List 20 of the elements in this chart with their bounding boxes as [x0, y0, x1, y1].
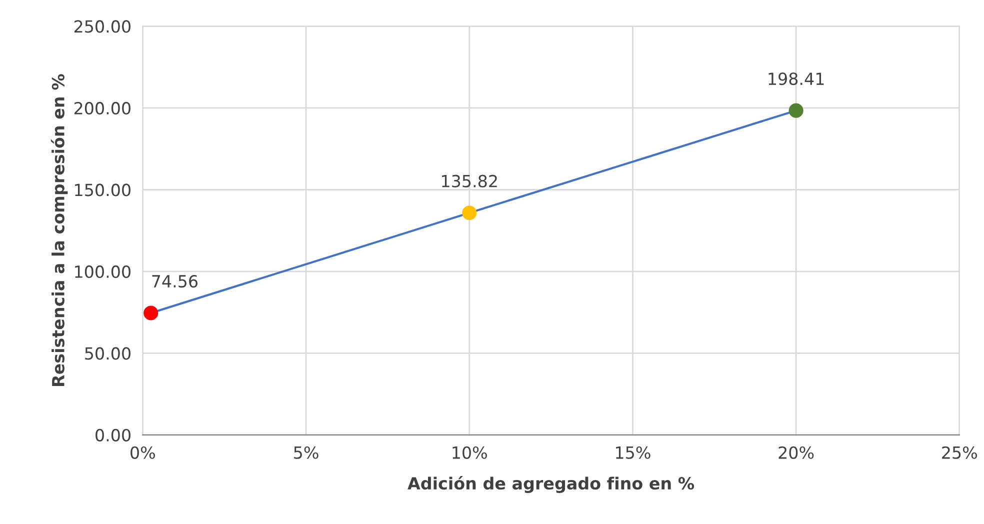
x-tick-label: 25% — [942, 446, 977, 459]
point — [788, 103, 804, 118]
y-tick-label: 0.00 — [96, 428, 130, 442]
point — [462, 206, 477, 220]
data-label: 135.82 — [442, 174, 497, 188]
x-tick-label: 5% — [294, 446, 318, 459]
point — [144, 306, 158, 320]
x-tick-label: 0% — [130, 446, 155, 459]
y-tick-label: 100.00 — [75, 265, 130, 278]
x-axis-title: Adición de agregado fino en % — [408, 476, 694, 493]
y-tick-label: 250.00 — [74, 20, 130, 33]
x-tick-label: 20% — [778, 446, 814, 459]
y-tick-label: 200.00 — [74, 102, 130, 115]
y-tick-label: 50.00 — [85, 347, 130, 360]
y-axis-title: Resistencia a la compresión en % — [50, 74, 68, 386]
y-tick-label: 150.00 — [75, 184, 130, 196]
x-tick-label: 15% — [616, 446, 650, 459]
x-tick-label: 10% — [452, 446, 487, 459]
data-label: 74.56 — [152, 274, 198, 288]
data-label: 198.41 — [768, 72, 824, 86]
